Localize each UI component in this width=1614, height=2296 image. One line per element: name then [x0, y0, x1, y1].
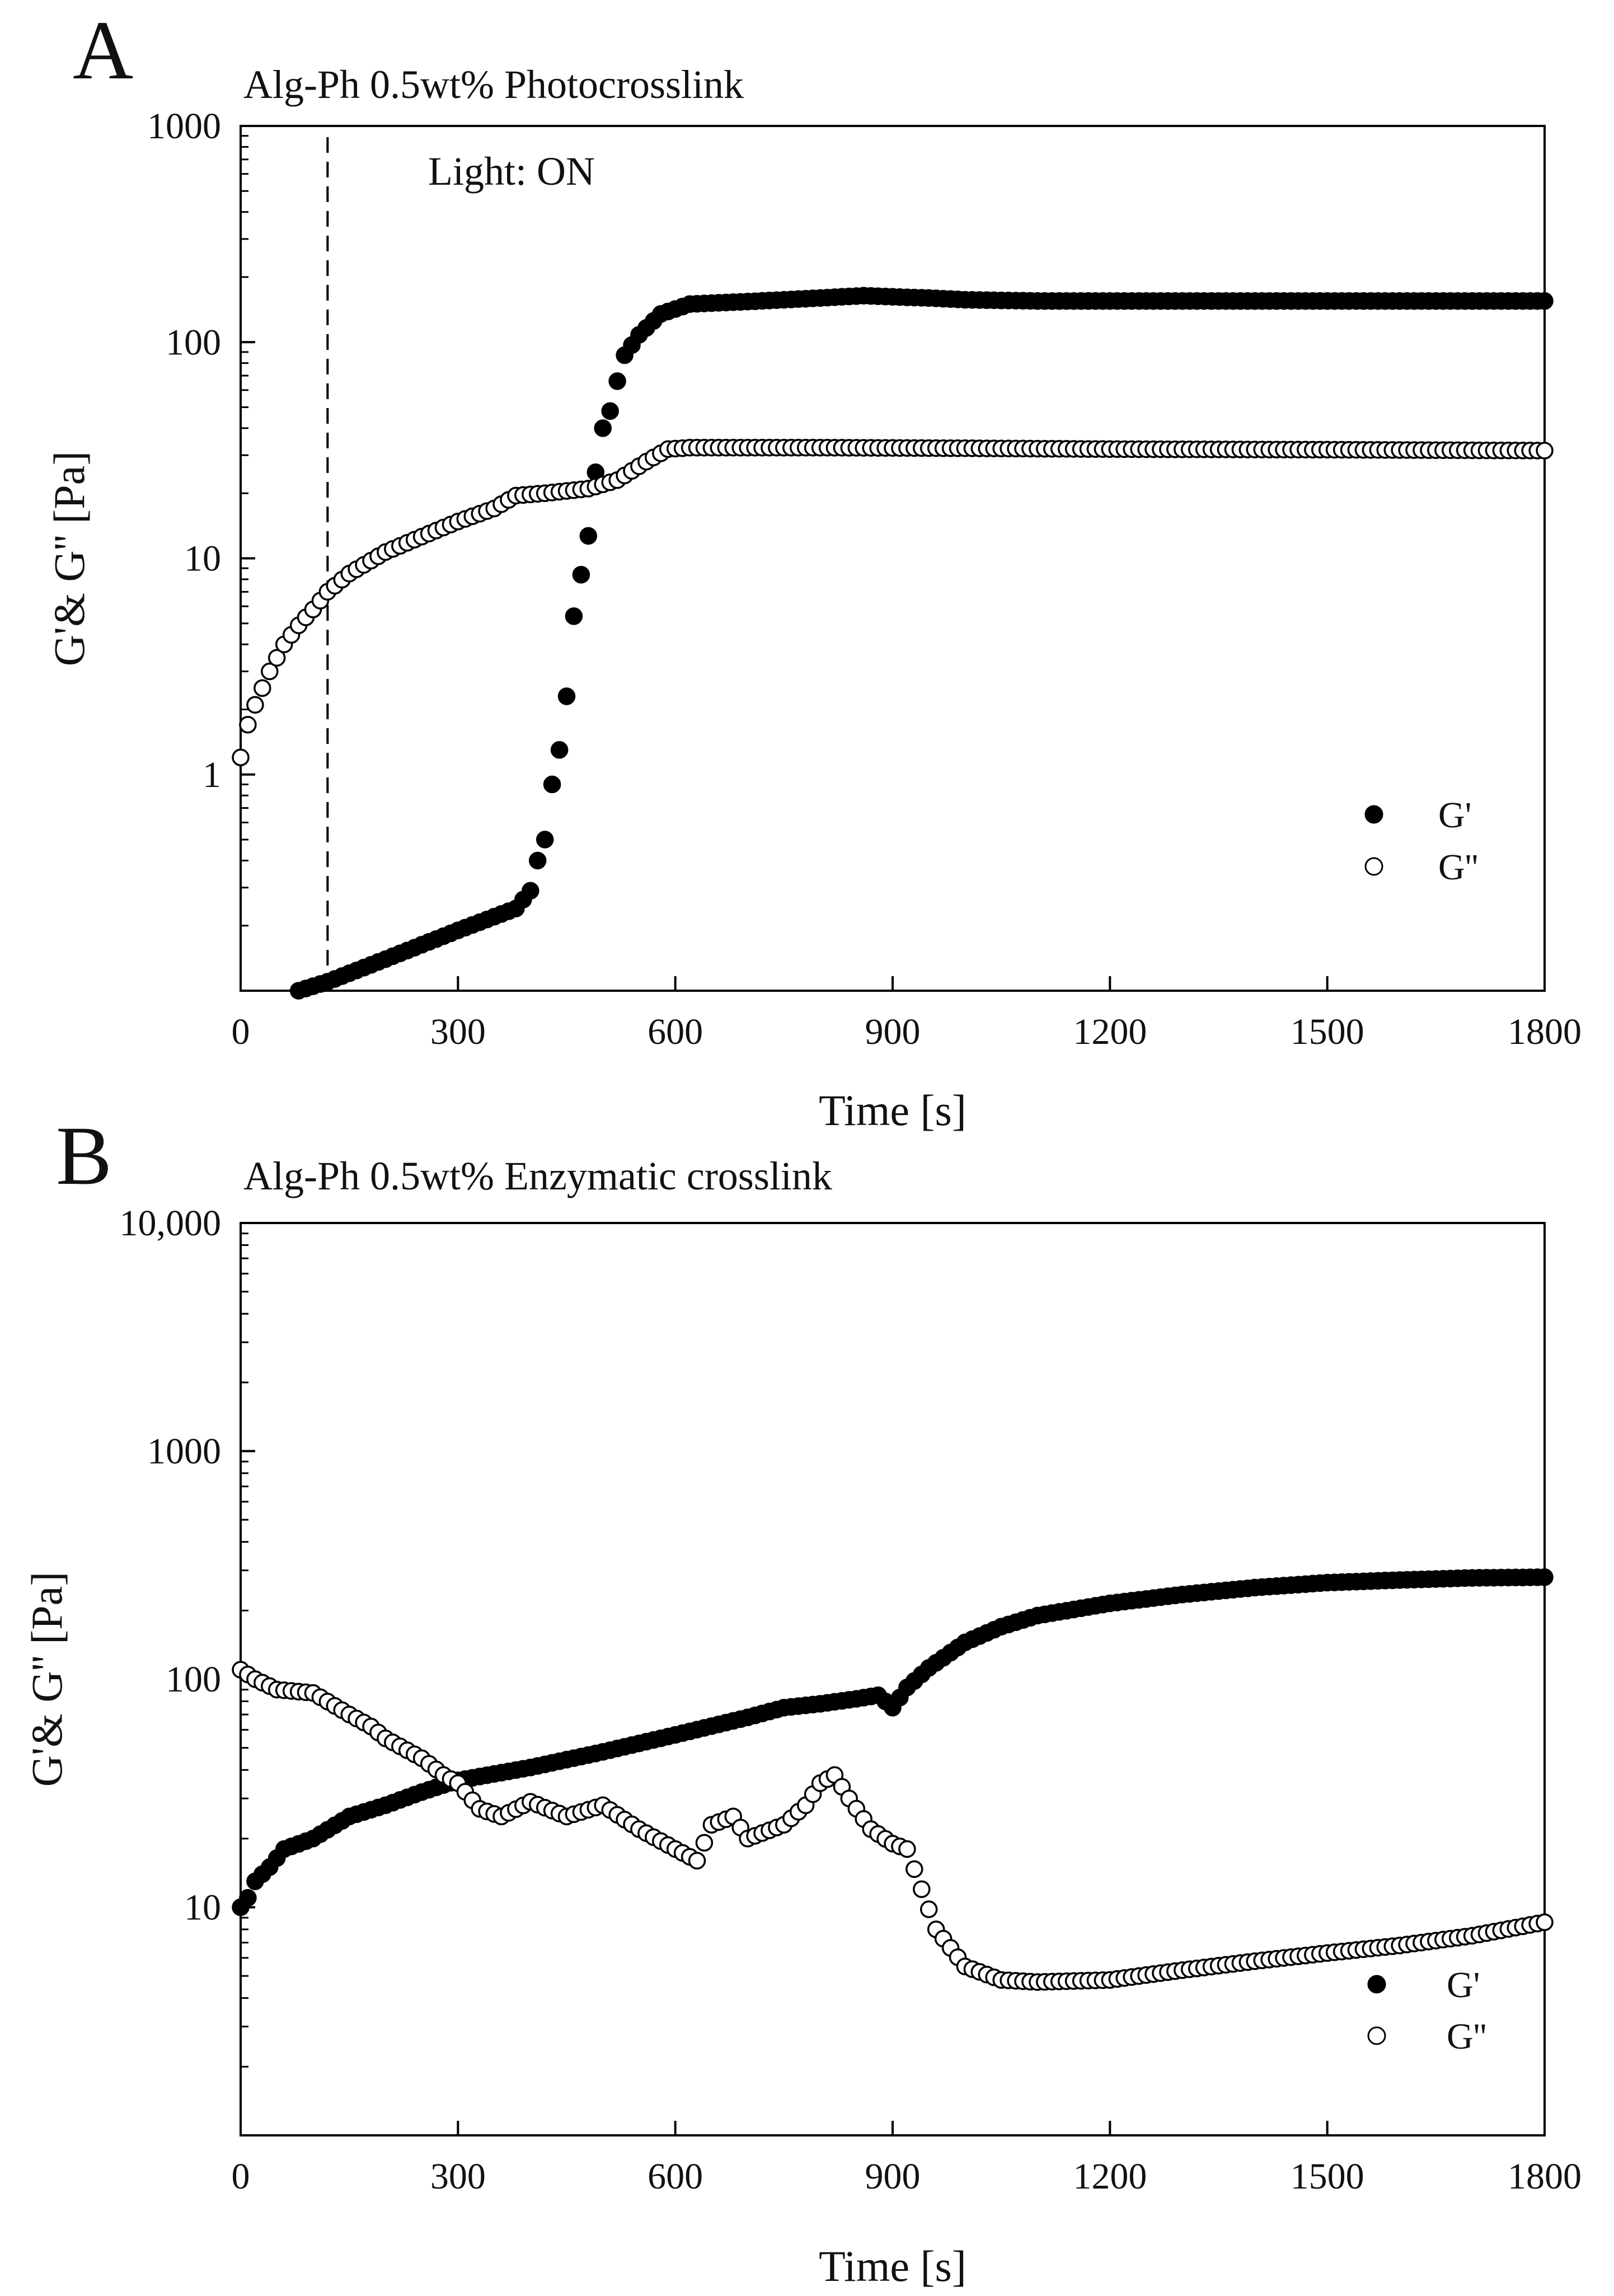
panel-a-x-axis-label: Time [s] [819, 1086, 966, 1135]
panel-a-g-prime-point [536, 831, 554, 849]
panel-b-title: Alg-Ph 0.5wt% Enzymatic crosslink [243, 1154, 832, 1198]
panel-a-g-prime-point [557, 687, 576, 705]
panel-a-g-prime-point [601, 402, 619, 420]
panel-a-g-prime-point [594, 419, 612, 437]
panel-b-legend: G' G'' [1367, 1965, 1486, 2057]
panel-a-y-tick-label: 100 [166, 322, 221, 363]
panel-a-g-prime-point [550, 741, 569, 759]
panel-b-y-axis-label: G'& G'' [Pa] [22, 1572, 71, 1787]
panel-a-g-double-prime-point [239, 715, 257, 734]
panel-a-g-prime-point [565, 607, 583, 625]
panel-b-g-prime-point [1536, 1568, 1554, 1586]
panel-a-legend-marker-g-double-prime [1364, 857, 1383, 876]
panel-a-g-prime-point [1536, 292, 1554, 310]
panel-b-y-tick-label: 100 [166, 1659, 221, 1700]
panel-b-legend-label-g-double-prime: G'' [1447, 2016, 1486, 2057]
panel-a-g-prime-point [608, 372, 626, 390]
panel-b-plot-frame [240, 1222, 1546, 2136]
panel-a-y-tick-label: 10 [184, 538, 221, 579]
panel-b-x-tick-label: 1200 [1073, 2156, 1147, 2197]
panel-a-g-double-prime-point [268, 649, 286, 667]
panel-a-y-axis-label: G'& G'' [Pa] [45, 451, 93, 666]
panel-b-y-tick-label: 10,000 [120, 1203, 222, 1244]
panel-a-g-double-prime-point [261, 662, 279, 681]
panel-b-x-tick-label: 300 [430, 2156, 486, 2197]
panel-a-x-tick-label: 300 [430, 1011, 486, 1052]
panel-a-g-double-prime-point [254, 679, 271, 697]
light-on-annotation: Light: ON [428, 149, 595, 194]
panel-a-x-ticks: 0 300 600 900 1200 1500 1800 [232, 976, 1582, 1052]
panel-b-y-tick-label: 1000 [147, 1431, 221, 1472]
panel-a-legend-label-g-prime: G' [1438, 795, 1472, 836]
panel-b-g-double-prime-point [1536, 1913, 1554, 1931]
panel-a-g-prime-point [522, 882, 539, 900]
panel-a-legend: G' G'' [1364, 795, 1478, 888]
panel-b-x-tick-label: 1500 [1291, 2156, 1364, 2197]
panel-a-title: Alg-Ph 0.5wt% Photocrosslink [243, 62, 744, 107]
panel-a-x-tick-label: 0 [232, 1011, 250, 1052]
panel-b-g-double-prime-point [695, 1834, 714, 1852]
panel-a-g-prime-point [528, 851, 547, 870]
panel-a-legend-marker-g-prime [1364, 805, 1383, 824]
panel-b-x-tick-label: 900 [865, 2156, 921, 2197]
panel-a-x-tick-label: 1500 [1291, 1011, 1364, 1052]
panel-a-plot-frame [240, 125, 1546, 992]
panel-a-x-tick-label: 1200 [1073, 1011, 1147, 1052]
panel-b: B Alg-Ph 0.5wt% Enzymatic crosslink 0 300… [22, 1109, 1582, 2290]
panel-a-y-tick-label: 1000 [147, 106, 221, 147]
panel-b-g-double-prime-point [688, 1852, 706, 1870]
panel-b-g-double-prime-point [905, 1860, 923, 1878]
panel-a-g-double-prime-point [232, 748, 250, 766]
panel-a-g-prime-point [543, 775, 561, 794]
panel-b-g-double-prime-point [898, 1840, 916, 1858]
panel-a-letter: A [73, 4, 133, 97]
panel-a: A Alg-Ph 0.5wt% Photocrosslink 0 300 600 90… [45, 4, 1582, 1135]
panel-a-g-double-prime-point [1536, 442, 1554, 460]
panel-b-legend-marker-g-prime [1367, 1975, 1386, 1994]
panel-a-x-tick-label: 600 [648, 1011, 703, 1052]
panel-b-x-ticks: 0 300 600 900 1200 1500 1800 [232, 2121, 1582, 2197]
panel-b-legend-label-g-prime: G' [1447, 1965, 1480, 2006]
panel-b-g-prime-point [239, 1889, 257, 1907]
panel-a-x-tick-label: 900 [865, 1011, 921, 1052]
panel-b-legend-marker-g-double-prime [1367, 2026, 1386, 2045]
panel-b-g-double-prime-point [913, 1880, 931, 1898]
panel-a-g-prime-point [579, 527, 598, 545]
panel-b-x-tick-label: 1800 [1508, 2156, 1582, 2197]
panel-a-x-tick-label: 1800 [1508, 1011, 1582, 1052]
panel-b-x-tick-label: 0 [232, 2156, 250, 2197]
panel-b-x-tick-label: 600 [648, 2156, 703, 2197]
panel-a-g-double-prime-point [246, 696, 264, 714]
panel-a-data-points [232, 287, 1554, 1000]
panel-b-x-axis-label: Time [s] [819, 2242, 966, 2290]
panel-b-y-ticks: 10 100 1000 10,000 [120, 1203, 255, 2068]
panel-b-y-tick-label: 10 [184, 1887, 221, 1928]
panel-a-g-prime-point [572, 565, 590, 584]
panel-a-legend-label-g-double-prime: G'' [1438, 847, 1478, 888]
panel-b-g-double-prime-point [919, 1900, 938, 1918]
panel-b-letter: B [56, 1109, 112, 1202]
panel-a-y-tick-label: 1 [203, 755, 221, 795]
panel-b-data-points [232, 1568, 1554, 1991]
panel-a-y-ticks: 1 10 100 1000 [147, 106, 255, 927]
